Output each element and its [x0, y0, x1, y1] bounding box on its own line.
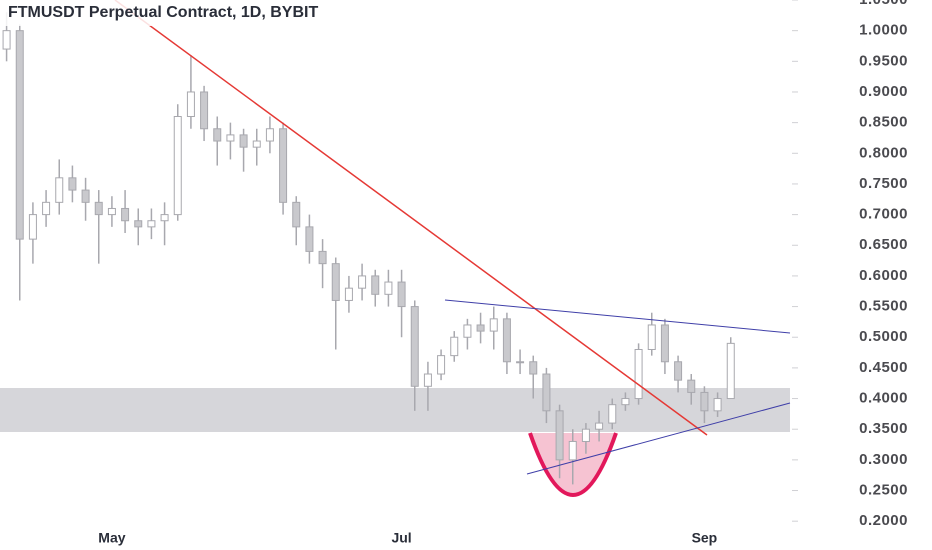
candle-body	[726, 342, 735, 400]
candle-body	[252, 140, 261, 148]
candle-body	[226, 134, 235, 142]
candle-body	[384, 281, 393, 295]
y-tick-label: 0.2000	[859, 512, 908, 529]
y-tick-label: 0.9000	[859, 83, 908, 100]
y-tick-label: 0.7500	[859, 175, 908, 192]
candle-body	[186, 91, 195, 117]
candle-body	[450, 336, 459, 357]
y-tick-label: 1.0000	[859, 22, 908, 39]
x-tick-label: Jul	[391, 530, 411, 546]
candle-body	[621, 398, 630, 406]
candle-body	[713, 398, 722, 412]
y-tick-label: 0.6500	[859, 236, 908, 253]
title-backdrop	[0, 0, 580, 26]
candle-body	[318, 250, 327, 265]
candle-body	[437, 355, 446, 375]
candle-body	[529, 361, 538, 375]
candle-body	[344, 287, 353, 301]
y-tick-label: 1.0500	[859, 0, 908, 8]
candle-body	[595, 422, 604, 430]
y-tick-label: 0.3000	[859, 451, 908, 468]
candle-body	[160, 214, 169, 222]
candle-body	[397, 281, 406, 308]
support-zone	[0, 388, 790, 432]
candle-body	[81, 189, 90, 203]
y-tick-label: 0.7000	[859, 206, 908, 223]
y-tick-label: 0.5500	[859, 298, 908, 315]
candles	[2, 12, 735, 485]
candle-body	[410, 306, 419, 387]
candle-body	[647, 324, 656, 350]
candle-body	[555, 410, 564, 461]
candle-body	[568, 440, 577, 461]
y-tick-label: 0.3500	[859, 420, 908, 437]
x-tick-label: Sep	[692, 530, 718, 546]
candle-body	[476, 324, 485, 332]
y-tick-label: 0.8000	[859, 144, 908, 161]
candle-body	[94, 201, 103, 216]
y-tick-label: 0.4500	[859, 359, 908, 376]
candle-body	[674, 361, 683, 381]
candle-body	[265, 128, 274, 142]
candle-body	[542, 373, 551, 412]
candle-body	[147, 220, 156, 228]
candle-body	[371, 275, 380, 295]
candle-body	[173, 115, 182, 216]
candle-body	[516, 361, 525, 364]
y-tick-label: 0.6000	[859, 267, 908, 284]
candle-body	[502, 318, 511, 363]
candle-body	[213, 128, 222, 142]
candle-body	[423, 373, 432, 387]
candle-body	[634, 348, 643, 400]
y-tick-label: 0.2500	[859, 481, 908, 498]
candle-body	[239, 134, 248, 148]
candle-body	[134, 220, 143, 228]
candle-body	[279, 128, 288, 203]
candle-body	[200, 91, 209, 130]
y-tick-label: 0.5000	[859, 328, 908, 345]
candle-body	[42, 201, 51, 216]
candle-body	[15, 30, 24, 240]
candle-body	[2, 30, 11, 50]
candle-body	[687, 379, 696, 393]
x-tick-label: May	[98, 530, 125, 546]
candle-body	[121, 207, 130, 222]
cup-curve	[528, 432, 618, 497]
candle-body	[68, 177, 77, 191]
candle-body	[463, 324, 472, 338]
resistance-trendline	[114, 0, 708, 436]
candle-body	[660, 324, 669, 363]
candle-body	[331, 263, 340, 301]
candle-body	[608, 404, 617, 424]
candle-body	[489, 318, 498, 332]
upper-trendline	[444, 299, 791, 334]
candle-body	[305, 226, 314, 252]
candle-body	[581, 428, 590, 442]
y-tick-label: 0.9500	[859, 52, 908, 69]
candle-body	[292, 201, 301, 228]
y-tick-label: 0.4000	[859, 390, 908, 407]
chart-title: FTMUSDT Perpetual Contract, 1D, BYBIT	[8, 4, 318, 21]
candle-body	[700, 391, 709, 412]
candle-body	[28, 214, 37, 240]
lower-trendline	[526, 402, 791, 475]
y-tick-label: 0.8500	[859, 114, 908, 131]
candle-body	[107, 207, 116, 216]
candle-body	[358, 275, 367, 289]
candle-body	[55, 177, 64, 203]
